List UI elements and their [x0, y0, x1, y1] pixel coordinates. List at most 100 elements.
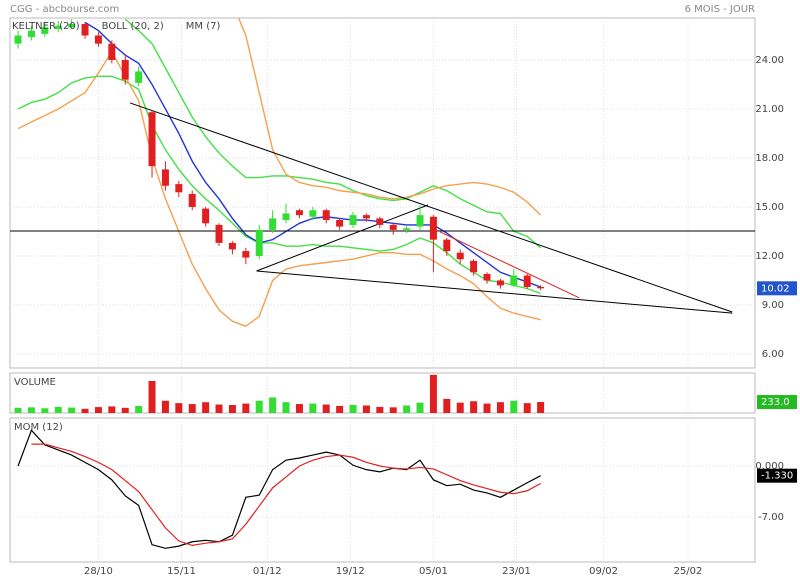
x-tick-label: 15/11	[167, 566, 196, 577]
candle-body	[135, 71, 143, 83]
candle-body	[537, 286, 545, 289]
volume-bar	[228, 405, 236, 413]
volume-bar	[362, 405, 370, 413]
candle-body	[269, 218, 277, 230]
volume-bar	[349, 405, 357, 413]
last-value: 233.0	[761, 397, 790, 408]
volume-bar	[376, 406, 384, 413]
candle-body	[282, 213, 290, 221]
volume-bar	[202, 402, 210, 413]
volume-bar	[188, 404, 196, 413]
panel-title: VOLUME	[14, 377, 56, 388]
panel-title: MOM (12)	[14, 422, 63, 433]
candle-body	[202, 208, 210, 224]
mom-line	[17, 429, 541, 549]
volume-bar	[510, 400, 518, 413]
candle-body	[456, 252, 464, 260]
volume-bar	[523, 403, 531, 413]
volume-bar	[255, 400, 263, 413]
legend-entry: BOLL (20, 2)	[102, 21, 164, 32]
candle-body	[215, 224, 223, 243]
candle-body	[41, 27, 49, 34]
volume-bar	[295, 404, 303, 413]
mom-line	[31, 443, 541, 547]
y-tick-label: 0.000	[755, 461, 784, 472]
candle-body	[255, 229, 263, 256]
trendline	[129, 102, 733, 313]
candle-body	[81, 24, 89, 36]
candle-body	[175, 184, 183, 193]
y-tick-label: 9.00	[762, 300, 784, 311]
candle-body	[161, 169, 169, 186]
candle-body	[228, 242, 236, 250]
candle-body	[336, 220, 344, 227]
candle-body	[376, 218, 384, 225]
volume-bar	[161, 400, 169, 413]
x-tick-label: 19/12	[336, 566, 365, 577]
last-value: -1.330	[761, 471, 793, 482]
trendline	[256, 204, 429, 272]
volume-bar	[443, 398, 451, 413]
candle-body	[403, 228, 411, 230]
candle-body	[322, 210, 330, 221]
x-tick-label: 25/02	[674, 566, 703, 577]
candle-body	[108, 43, 116, 60]
candle-body	[54, 25, 62, 29]
candle-body	[121, 59, 129, 80]
volume-bar	[175, 403, 183, 413]
y-tick-label: 24.00	[755, 55, 784, 66]
volume-bar	[537, 402, 545, 413]
candle-body	[188, 193, 196, 207]
candle-body	[443, 239, 451, 252]
y-tick-label: 18.00	[755, 153, 784, 164]
panel-frame	[9, 417, 756, 563]
candle-body	[429, 216, 437, 240]
panel-frame	[9, 17, 756, 369]
candle-body	[483, 273, 491, 281]
candle-body	[362, 215, 370, 219]
x-tick-label: 28/10	[84, 566, 113, 577]
volume-bar	[483, 403, 491, 413]
candle-body	[94, 35, 102, 44]
y-tick-label: -7.00	[758, 512, 784, 523]
volume-bar	[322, 404, 330, 413]
volume-bar	[336, 405, 344, 413]
candle-body	[14, 35, 22, 44]
x-tick-label: 01/12	[253, 566, 282, 577]
last-value: 10.02	[761, 283, 790, 294]
last-value-box	[757, 281, 797, 296]
x-tick-label: 09/02	[589, 566, 618, 577]
y-tick-label: 12.00	[755, 251, 784, 262]
indicator-line	[17, 50, 541, 327]
volume-bar	[121, 407, 129, 413]
volume-bar	[27, 407, 35, 413]
indicator-line	[124, 18, 542, 249]
candle-body	[309, 210, 317, 217]
indicator-line	[17, 75, 541, 295]
candle-body	[295, 210, 303, 216]
volume-bar	[282, 402, 290, 413]
trendline	[439, 231, 580, 299]
legend-entry: KELTNER (20)	[12, 21, 80, 32]
volume-bar	[215, 404, 223, 413]
candle-body	[496, 280, 504, 286]
volume-bar	[269, 397, 277, 413]
last-value-box	[757, 395, 797, 410]
candle-body	[242, 251, 250, 258]
candle-body	[27, 30, 35, 38]
candle-body	[68, 24, 76, 28]
volume-bar	[41, 408, 49, 413]
y-tick-label: 6.00	[762, 349, 784, 360]
volume-bar	[54, 406, 62, 413]
volume-bar	[470, 401, 478, 413]
volume-bar	[94, 407, 102, 413]
y-tick-label: 15.00	[755, 202, 784, 213]
volume-bar	[148, 381, 156, 413]
volume-bar	[81, 408, 89, 413]
volume-bar	[416, 402, 424, 413]
period: 6 MOIS - JOUR	[685, 4, 755, 15]
candle-body	[416, 215, 424, 227]
candle-body	[510, 275, 518, 286]
last-value-box	[757, 468, 797, 483]
